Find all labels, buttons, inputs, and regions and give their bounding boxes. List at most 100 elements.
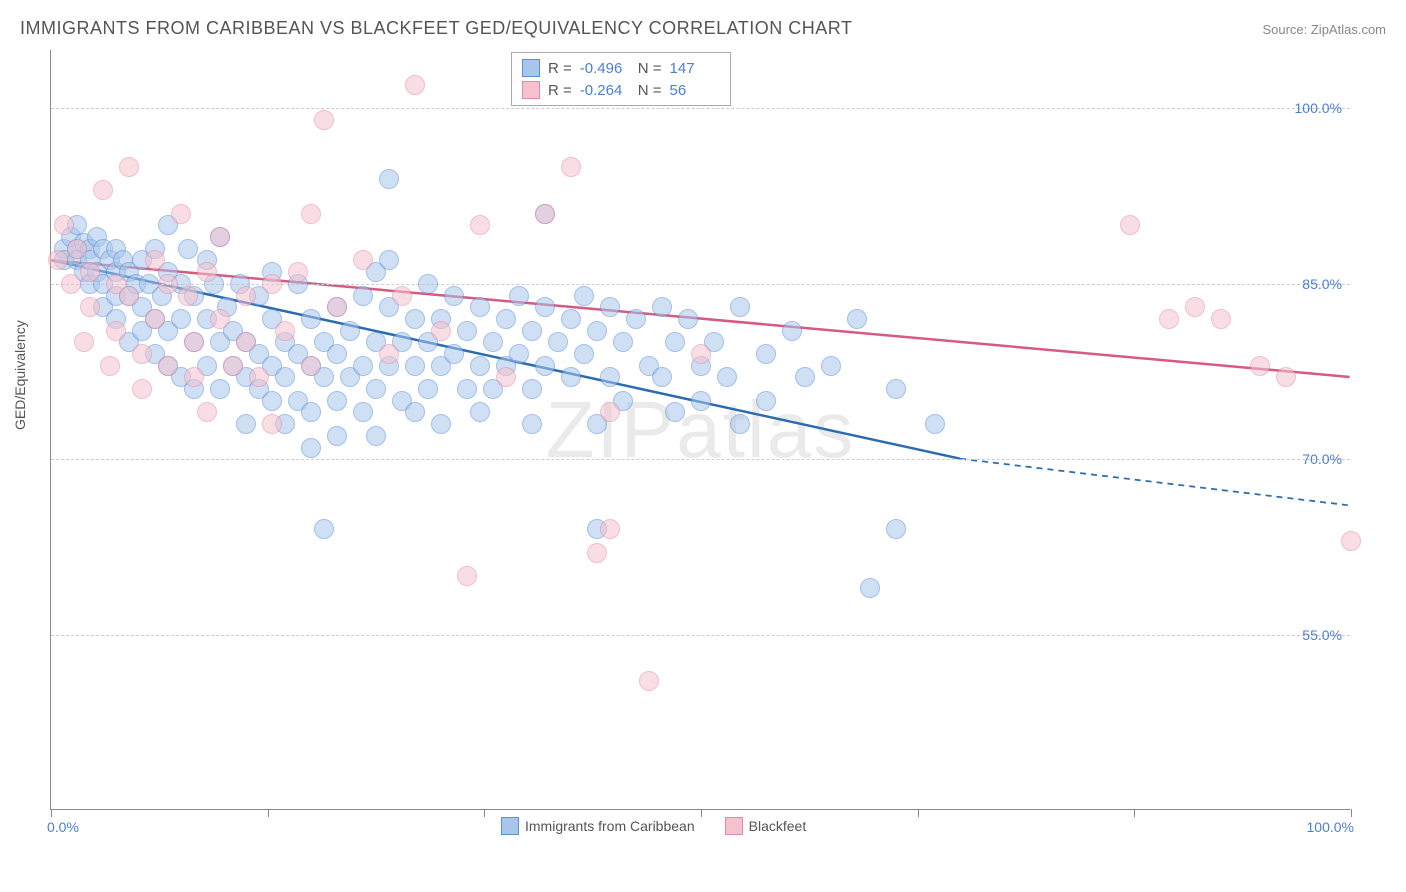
- n-label: N =: [638, 60, 662, 77]
- data-point: [314, 519, 334, 539]
- data-point: [301, 356, 321, 376]
- data-point: [561, 367, 581, 387]
- r-value-series2: -0.264: [580, 82, 630, 99]
- n-value-series2: 56: [670, 82, 720, 99]
- legend-label-series2: Blackfeet: [749, 818, 807, 834]
- data-point: [600, 367, 620, 387]
- y-tick-label: 70.0%: [1302, 451, 1342, 467]
- data-point: [717, 367, 737, 387]
- gridline: [51, 108, 1350, 109]
- data-point: [483, 332, 503, 352]
- data-point: [301, 402, 321, 422]
- data-point: [223, 356, 243, 376]
- data-point: [353, 356, 373, 376]
- stats-row-series2: R = -0.264 N = 56: [522, 79, 720, 101]
- data-point: [665, 332, 685, 352]
- data-point: [886, 519, 906, 539]
- data-point: [1250, 356, 1270, 376]
- data-point: [535, 297, 555, 317]
- data-point: [756, 391, 776, 411]
- data-point: [210, 379, 230, 399]
- data-point: [1211, 309, 1231, 329]
- data-point: [470, 215, 490, 235]
- chart-plot-area: ZIPatlas R = -0.496 N = 147 R = -0.264 N…: [50, 50, 1350, 810]
- data-point: [48, 250, 68, 270]
- data-point: [236, 414, 256, 434]
- data-point: [509, 286, 529, 306]
- legend-swatch-series2: [725, 817, 743, 835]
- data-point: [379, 169, 399, 189]
- data-point: [327, 391, 347, 411]
- data-point: [197, 402, 217, 422]
- data-point: [236, 286, 256, 306]
- data-point: [457, 321, 477, 341]
- x-tick: [51, 809, 52, 817]
- y-tick-label: 100.0%: [1295, 100, 1342, 116]
- data-point: [405, 75, 425, 95]
- data-point: [522, 321, 542, 341]
- y-tick-label: 55.0%: [1302, 627, 1342, 643]
- x-tick: [484, 809, 485, 817]
- data-point: [613, 332, 633, 352]
- data-point: [1185, 297, 1205, 317]
- data-point: [444, 344, 464, 364]
- swatch-series2: [522, 81, 540, 99]
- legend-swatch-series1: [501, 817, 519, 835]
- x-tick: [1351, 809, 1352, 817]
- data-point: [405, 309, 425, 329]
- data-point: [418, 379, 438, 399]
- legend: Immigrants from Caribbean Blackfeet: [501, 817, 806, 835]
- data-point: [457, 379, 477, 399]
- data-point: [392, 286, 412, 306]
- data-point: [100, 356, 120, 376]
- data-point: [288, 262, 308, 282]
- data-point: [847, 309, 867, 329]
- data-point: [652, 297, 672, 317]
- data-point: [678, 309, 698, 329]
- x-tick: [268, 809, 269, 817]
- data-point: [639, 671, 659, 691]
- data-point: [106, 321, 126, 341]
- data-point: [587, 543, 607, 563]
- data-point: [275, 321, 295, 341]
- data-point: [886, 379, 906, 399]
- data-point: [184, 332, 204, 352]
- data-point: [379, 344, 399, 364]
- y-axis-label: GED/Equivalency: [12, 320, 28, 430]
- data-point: [587, 321, 607, 341]
- r-label: R =: [548, 60, 572, 77]
- data-point: [730, 414, 750, 434]
- data-point: [119, 157, 139, 177]
- x-tick: [918, 809, 919, 817]
- data-point: [1341, 531, 1361, 551]
- data-point: [145, 309, 165, 329]
- data-point: [756, 344, 776, 364]
- data-point: [61, 274, 81, 294]
- data-point: [795, 367, 815, 387]
- data-point: [67, 239, 87, 259]
- data-point: [600, 519, 620, 539]
- data-point: [145, 250, 165, 270]
- swatch-series1: [522, 59, 540, 77]
- data-point: [366, 379, 386, 399]
- gridline: [51, 635, 1350, 636]
- data-point: [184, 367, 204, 387]
- data-point: [178, 286, 198, 306]
- data-point: [80, 297, 100, 317]
- data-point: [691, 391, 711, 411]
- data-point: [353, 250, 373, 270]
- data-point: [431, 321, 451, 341]
- data-point: [314, 110, 334, 130]
- data-point: [730, 297, 750, 317]
- x-tick: [1134, 809, 1135, 817]
- data-point: [93, 180, 113, 200]
- data-point: [236, 332, 256, 352]
- data-point: [158, 274, 178, 294]
- data-point: [1276, 367, 1296, 387]
- data-point: [561, 309, 581, 329]
- data-point: [925, 414, 945, 434]
- data-point: [197, 262, 217, 282]
- data-point: [301, 309, 321, 329]
- data-point: [353, 402, 373, 422]
- data-point: [496, 367, 516, 387]
